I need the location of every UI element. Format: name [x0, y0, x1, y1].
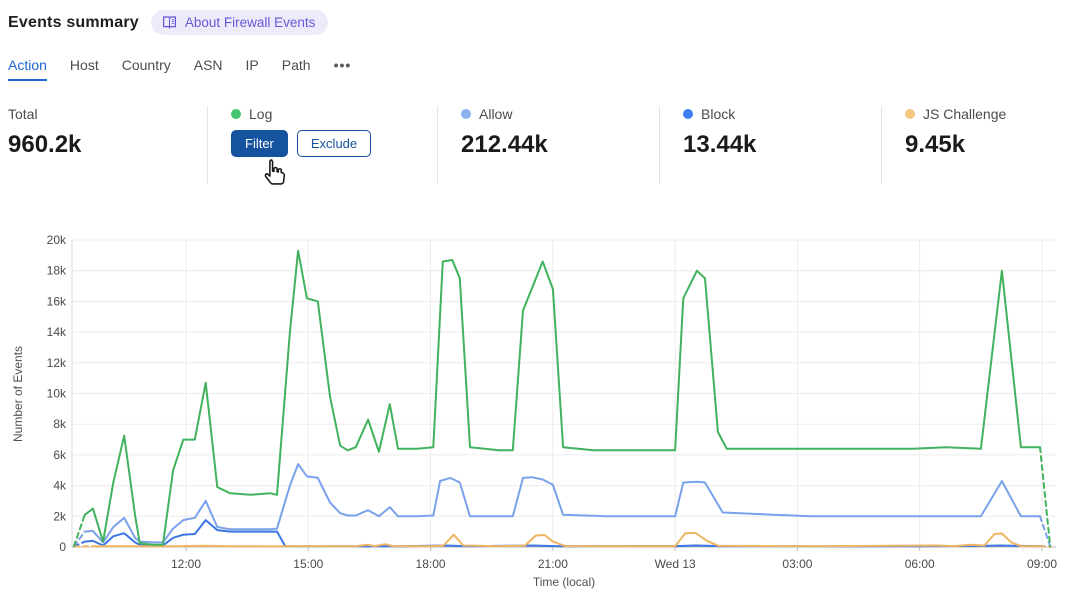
y-tick-label: 6k [53, 448, 67, 462]
tab-path[interactable]: Path [281, 57, 311, 73]
y-tick-label: 4k [53, 479, 67, 493]
stat-allow[interactable]: Allow 212.44k [437, 106, 659, 184]
filter-button[interactable]: Filter [231, 130, 288, 157]
log-legend-dot-icon [231, 109, 241, 119]
allow-legend-dot-icon [461, 109, 471, 119]
book-icon [161, 14, 178, 30]
stat-allow-value: 212.44k [461, 131, 548, 158]
x-tick-label: 12:00 [171, 557, 201, 571]
allow-line-partial [1039, 515, 1052, 548]
stat-allow-label: Allow [479, 106, 513, 122]
tabs-overflow-button[interactable]: ••• [333, 57, 352, 73]
stat-log-label: Log [249, 106, 273, 122]
y-tick-label: 18k [47, 264, 67, 278]
x-tick-label: 15:00 [293, 557, 323, 571]
js-challenge-legend-dot-icon [905, 109, 915, 119]
stat-js-challenge-label: JS Challenge [923, 106, 1007, 122]
y-tick-label: 20k [47, 233, 67, 247]
y-tick-label: 0 [59, 540, 66, 554]
block-line[interactable] [83, 519, 1041, 548]
y-tick-label: 10k [47, 387, 67, 401]
stat-block[interactable]: Block 13.44k [659, 106, 881, 184]
x-tick-label: 06:00 [905, 557, 935, 571]
stat-js-challenge-value: 9.45k [905, 131, 966, 158]
stat-total-label: Total [8, 106, 38, 122]
tab-country[interactable]: Country [121, 57, 171, 73]
x-axis-title: Time (local) [533, 575, 595, 589]
x-tick-label: Wed 13 [655, 557, 696, 571]
x-tick-label: 18:00 [416, 557, 446, 571]
x-tick-label: 21:00 [538, 557, 568, 571]
stat-block-value: 13.44k [683, 131, 757, 158]
stat-js-challenge[interactable]: JS Challenge 9.45k [881, 106, 1068, 184]
about-firewall-events-label: About Firewall Events [184, 14, 316, 30]
y-tick-label: 14k [47, 325, 67, 339]
x-tick-label: 03:00 [782, 557, 812, 571]
tab-host[interactable]: Host [69, 57, 99, 73]
tab-action[interactable]: Action [8, 57, 47, 81]
stats-row: Total 960.2k Log Filter Exclude Allow 21… [0, 104, 1068, 186]
group-by-tabs: Action Host Country ASN IP Path ••• [8, 57, 351, 81]
stat-log[interactable]: Log Filter Exclude [207, 106, 437, 184]
log-line[interactable] [83, 249, 1041, 546]
x-tick-label: 09:00 [1027, 557, 1057, 571]
js-challenge-line[interactable] [91, 531, 1041, 548]
log-line-partial [1039, 446, 1052, 548]
stat-block-label: Block [701, 106, 736, 122]
tab-asn[interactable]: ASN [193, 57, 223, 73]
log-line-partial [72, 513, 86, 548]
stat-total: Total 960.2k [8, 106, 81, 184]
y-tick-label: 12k [47, 356, 67, 370]
allow-line[interactable] [83, 463, 1041, 544]
y-axis-title: Number of Events [11, 346, 25, 442]
exclude-button[interactable]: Exclude [296, 130, 372, 157]
y-tick-label: 16k [47, 294, 67, 308]
y-tick-label: 2k [53, 509, 67, 523]
block-legend-dot-icon [683, 109, 693, 119]
header: Events summary About Firewall Events [8, 10, 329, 35]
page-title: Events summary [8, 13, 139, 31]
stat-total-value: 960.2k [8, 131, 82, 158]
y-tick-label: 8k [53, 417, 67, 431]
about-firewall-events-link[interactable]: About Firewall Events [150, 10, 329, 35]
js-challenge-line-partial [1039, 545, 1052, 548]
tab-ip[interactable]: IP [245, 57, 259, 73]
